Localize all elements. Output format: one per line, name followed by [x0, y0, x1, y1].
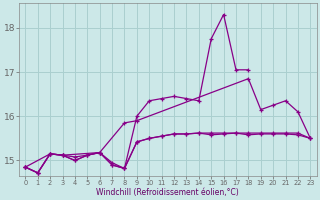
X-axis label: Windchill (Refroidissement éolien,°C): Windchill (Refroidissement éolien,°C) — [96, 188, 239, 197]
